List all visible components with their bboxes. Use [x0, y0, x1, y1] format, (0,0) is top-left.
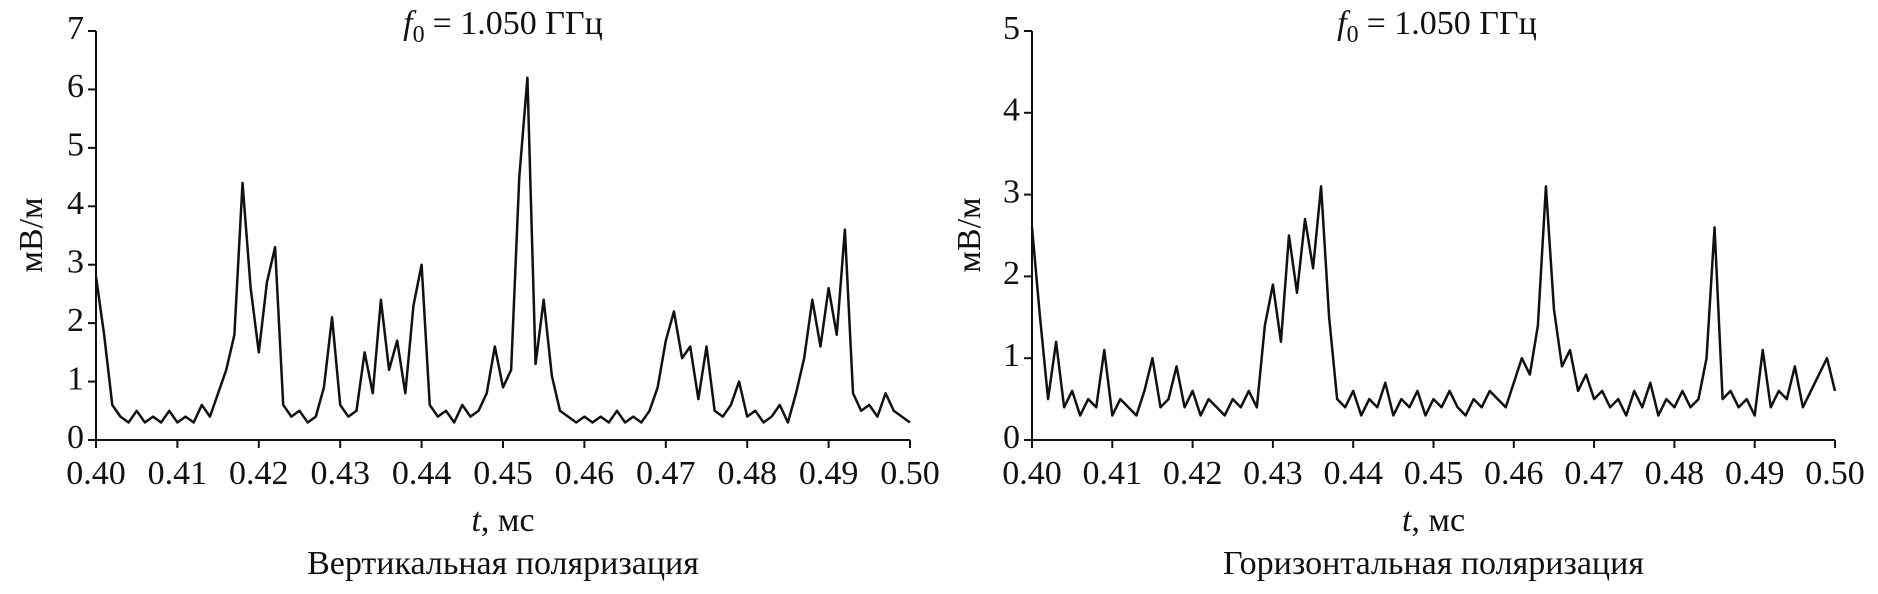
- x-label-symbol: t: [471, 502, 482, 539]
- y-tick-label: 3: [67, 244, 84, 281]
- y-tick-label: 1: [1003, 337, 1020, 374]
- y-tick-label: 2: [1003, 255, 1020, 292]
- x-tick-label: 0.42: [1163, 455, 1223, 492]
- y-tick-label: 0: [67, 419, 84, 456]
- y-tick-label: 5: [1003, 10, 1020, 47]
- x-tick-label: 0.46: [555, 455, 615, 492]
- x-label-symbol: t: [1402, 502, 1413, 539]
- x-tick-label: 0.43: [310, 455, 370, 492]
- y-tick-label: 5: [67, 127, 84, 164]
- caption: Горизонтальная поляризация: [1223, 545, 1644, 582]
- x-tick-label: 0.44: [392, 455, 452, 492]
- x-tick-label: 0.45: [1404, 455, 1464, 492]
- y-tick-label: 0: [1003, 419, 1020, 456]
- chart-title: f0 = 1.050 ГГц: [1337, 5, 1537, 48]
- x-tick-label: 0.40: [66, 455, 126, 492]
- x-tick-label: 0.47: [1564, 455, 1624, 492]
- x-tick-label: 0.40: [1002, 455, 1062, 492]
- signal-line: [94, 76, 911, 424]
- x-label-text: , мс: [1411, 502, 1465, 539]
- x-tick-label: 0.44: [1323, 455, 1383, 492]
- y-axis-label: мВ/м: [13, 197, 50, 272]
- caption: Вертикальная поляризация: [307, 545, 699, 582]
- x-tick-label: 0.41: [1083, 455, 1143, 492]
- chart-title: f0 = 1.050 ГГц: [403, 5, 603, 48]
- y-tick-label: 2: [67, 302, 84, 339]
- title-text: = 1.050 ГГц: [433, 5, 603, 42]
- x-tick-label: 0.49: [1725, 455, 1785, 492]
- x-tick-label: 0.42: [229, 455, 289, 492]
- x-tick-label: 0.48: [717, 455, 777, 492]
- y-axis-label: мВ/м: [951, 197, 988, 272]
- y-tick-label: 4: [67, 185, 84, 222]
- x-axis-label: t, мс: [1402, 502, 1465, 539]
- x-tick-label: 0.49: [799, 455, 859, 492]
- title-subscript: 0: [1347, 22, 1359, 48]
- y-tick-label: 4: [1003, 92, 1020, 129]
- x-tick-label: 0.48: [1645, 455, 1705, 492]
- y-tick-label: 3: [1003, 173, 1020, 210]
- y-tick-label: 1: [67, 360, 84, 397]
- x-tick-label: 0.47: [636, 455, 696, 492]
- x-tick-label: 0.43: [1243, 455, 1303, 492]
- y-tick-label: 6: [67, 68, 84, 105]
- title-text: = 1.050 ГГц: [1367, 5, 1537, 42]
- x-tick-label: 0.41: [148, 455, 208, 492]
- x-tick-label: 0.50: [1805, 455, 1865, 492]
- signal-line: [1030, 185, 1837, 417]
- x-axis-label: t, мс: [471, 502, 534, 539]
- x-tick-label: 0.46: [1484, 455, 1544, 492]
- y-tick-label: 7: [67, 10, 84, 47]
- x-label-text: , мс: [481, 502, 535, 539]
- x-tick-label: 0.45: [473, 455, 533, 492]
- title-subscript: 0: [413, 22, 425, 48]
- x-tick-label: 0.50: [880, 455, 940, 492]
